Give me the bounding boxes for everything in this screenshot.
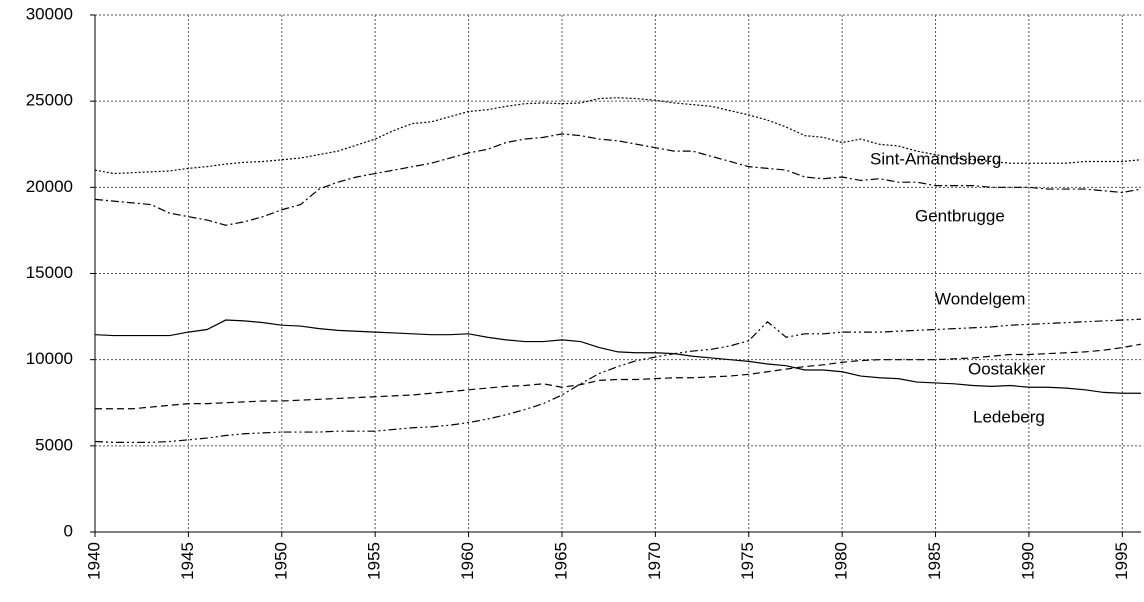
- series-line: [94, 318, 1142, 443]
- x-tick-label: 1965: [551, 542, 570, 580]
- series-label: Ledeberg: [973, 407, 1045, 426]
- x-tick-label: 1990: [1018, 542, 1037, 580]
- y-tick-label: 30000: [26, 4, 73, 23]
- x-tick-label: 1955: [365, 542, 384, 580]
- y-tick-label: 5000: [35, 435, 73, 454]
- series-label: Gentbrugge: [915, 206, 1005, 225]
- series-line: [94, 133, 1142, 226]
- x-tick-label: 1945: [178, 542, 197, 580]
- x-tick-label: 1980: [832, 542, 851, 580]
- series-line: [95, 343, 1142, 410]
- x-tick-label: 1940: [84, 542, 103, 580]
- series-label: Oostakker: [968, 359, 1046, 378]
- x-tick-label: 1985: [925, 542, 944, 580]
- series-line: [94, 97, 1142, 175]
- x-tick-label: 1975: [738, 542, 757, 580]
- y-tick-label: 25000: [26, 91, 73, 110]
- series-label: Wondelgem: [935, 289, 1025, 308]
- y-tick-label: 10000: [26, 349, 73, 368]
- x-tick-label: 1950: [271, 542, 290, 580]
- x-tick-label: 1970: [645, 542, 664, 580]
- x-tick-label: 1995: [1112, 542, 1131, 580]
- x-tick-label: 1960: [458, 542, 477, 580]
- y-tick-label: 15000: [26, 263, 73, 282]
- series-label: Sint-Amandsberg: [870, 149, 1001, 168]
- series-line: [94, 319, 1141, 394]
- y-tick-label: 20000: [26, 177, 73, 196]
- y-tick-label: 0: [64, 521, 73, 540]
